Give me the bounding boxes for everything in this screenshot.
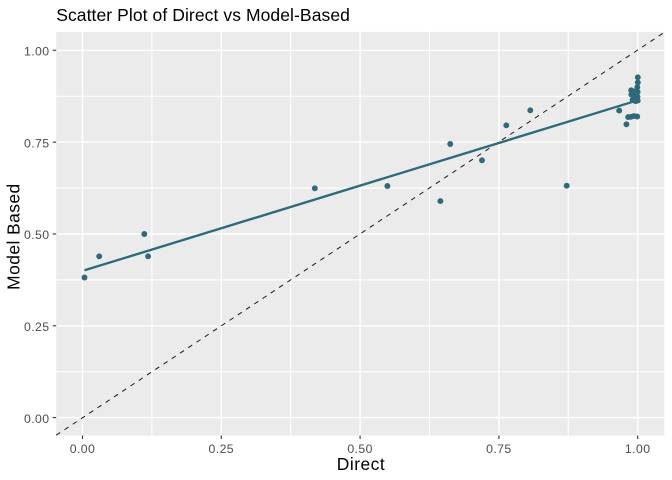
svg-text:Scatter Plot of Direct vs Mode: Scatter Plot of Direct vs Model-Based — [56, 5, 350, 25]
svg-text:1.00: 1.00 — [625, 442, 651, 456]
svg-text:Model Based: Model Based — [4, 183, 24, 289]
svg-text:0.25: 0.25 — [24, 320, 50, 334]
svg-text:Direct: Direct — [337, 454, 385, 474]
svg-text:0.00: 0.00 — [24, 412, 50, 426]
svg-text:0.75: 0.75 — [24, 136, 50, 150]
svg-text:0.50: 0.50 — [24, 228, 50, 242]
svg-text:1.00: 1.00 — [24, 45, 50, 59]
svg-text:0.00: 0.00 — [70, 442, 96, 456]
svg-text:0.25: 0.25 — [209, 442, 235, 456]
svg-text:0.75: 0.75 — [486, 442, 512, 456]
svg-text:0.50: 0.50 — [347, 442, 373, 456]
